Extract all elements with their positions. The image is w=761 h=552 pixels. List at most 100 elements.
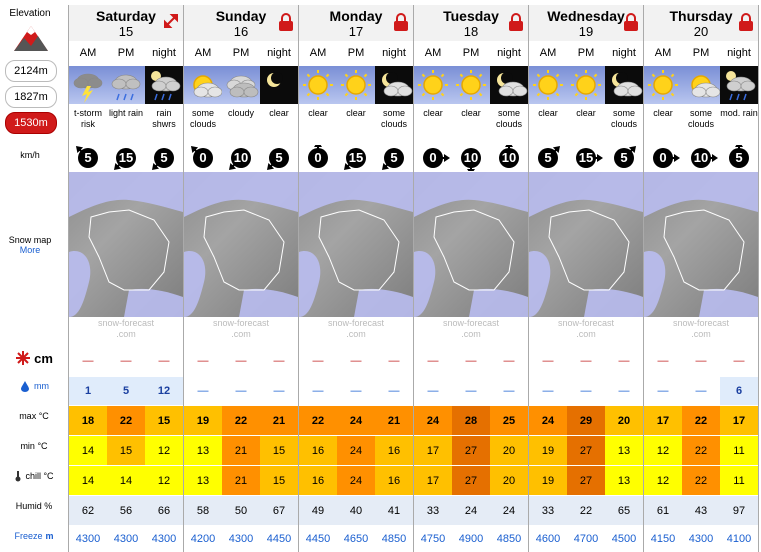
chill-temp-value: 19 (529, 466, 567, 495)
wind-speed: 10 (233, 150, 249, 165)
weather-icon-cell (299, 66, 337, 104)
expand-icon[interactable] (163, 13, 179, 29)
day-name: Monday (329, 8, 383, 24)
weather-icon-cell (490, 66, 528, 104)
snow-map-thumbnail[interactable] (69, 172, 183, 317)
freezing-level-value: 4450 (266, 533, 292, 545)
wind-speed: 5 (390, 150, 398, 165)
light-rain-icon (111, 74, 141, 101)
min-temp-value: 16 (375, 436, 413, 465)
rain-value: 5 (107, 377, 145, 405)
weather-icon-cell (184, 66, 223, 104)
snow-map-thumbnail[interactable] (299, 172, 413, 317)
wind-arrow-icon (538, 145, 561, 168)
credit-line1: snow-forecast (442, 318, 500, 328)
cloudy-icon (226, 75, 259, 98)
snow-value: — (197, 355, 209, 367)
wind-arrow-icon (113, 148, 136, 171)
freezing-level-value: 4300 (75, 533, 101, 545)
max-temp-value: 22 (107, 406, 145, 435)
lock-icon[interactable] (508, 13, 524, 31)
period-label: AM (424, 47, 442, 59)
min-temp-label: min °C (20, 441, 48, 451)
max-temp-value: 17 (720, 406, 758, 435)
weather-icon-cell (682, 66, 721, 104)
wind-speed: 5 (160, 150, 168, 165)
day-header: Wednesday 19 (529, 5, 643, 41)
forecast-grid: Saturday 15 AM t-storm risk 5 PM light rain 15 n… (68, 5, 759, 552)
elevation-1827m-button[interactable]: 1827m (5, 86, 57, 108)
humidity-value: 41 (375, 496, 413, 525)
chill-temp-value: 24 (337, 466, 375, 495)
weather-icon-cell (222, 66, 260, 104)
lock-icon[interactable] (393, 13, 409, 31)
humidity-value: 40 (337, 496, 375, 525)
rain-value: — (695, 385, 707, 397)
freezing-level-value: 4200 (190, 533, 216, 545)
humidity-value: 43 (682, 496, 720, 525)
thunderstorm-icon (73, 73, 103, 103)
snow-map-thumbnail[interactable] (414, 172, 528, 317)
min-temp-value: 27 (567, 436, 605, 465)
chill-temp-value: 14 (107, 466, 145, 495)
lock-icon[interactable] (738, 13, 754, 31)
chill-temp-value: 14 (69, 466, 107, 495)
max-temp-label: max °C (19, 411, 49, 421)
min-temp-value: 16 (299, 436, 337, 465)
weather-description: some clouds (495, 108, 522, 129)
lock-icon[interactable] (623, 13, 639, 31)
weather-icon-cell (260, 66, 298, 104)
wind-cell: 10 (682, 145, 720, 171)
lock-icon[interactable] (278, 13, 294, 31)
credit-line2: .com (346, 329, 366, 339)
snow-map-thumbnail[interactable] (184, 172, 298, 317)
period-label: PM (117, 47, 135, 59)
humidity-value: 67 (260, 496, 298, 525)
credit-line1: snow-forecast (557, 318, 615, 328)
day-header: Sunday 16 (184, 5, 298, 41)
period-label: AM (539, 47, 557, 59)
snow-map-more-link[interactable]: More (19, 245, 41, 255)
max-temp-value: 21 (260, 406, 298, 435)
period-label: night (267, 47, 291, 59)
day-header: Tuesday 18 (414, 5, 528, 41)
snow-value: — (503, 355, 515, 367)
max-temp-value: 15 (145, 406, 183, 435)
max-temp-value: 24 (414, 406, 452, 435)
wind-cell: 10 (222, 145, 260, 171)
elevation-1530m-button[interactable]: 1530m (5, 112, 57, 134)
min-temp-value: 24 (337, 436, 375, 465)
max-temp-value: 21 (375, 406, 413, 435)
credit-line1: snow-forecast (97, 318, 155, 328)
day-column-sunday: Sunday 16 AM some clouds 0 PM cloudy 10 night cle… (184, 5, 299, 552)
day-number: 20 (693, 24, 709, 39)
period-label: PM (577, 47, 595, 59)
snow-map-thumbnail[interactable] (529, 172, 643, 317)
weather-description: clear (461, 108, 481, 118)
max-temp-value: 24 (337, 406, 375, 435)
period-label: night (152, 47, 176, 59)
snow-value: — (733, 355, 745, 367)
snow-map-thumbnail[interactable] (644, 172, 758, 317)
france-map (299, 172, 413, 317)
map-credit: snow-forecast .com (69, 318, 183, 350)
partly-cloudy-icon (193, 75, 223, 98)
humidity-value: 33 (529, 496, 567, 525)
humidity-value: 24 (452, 496, 490, 525)
period-label: AM (194, 47, 212, 59)
max-temp-value: 25 (490, 406, 528, 435)
wind-cell: 5 (69, 145, 107, 171)
france-map (529, 172, 643, 317)
freezing-level-value: 4750 (420, 533, 446, 545)
rain-row-label: mm (0, 380, 68, 392)
wind-cell: 0 (414, 145, 452, 171)
wind-arrow-icon (423, 148, 450, 168)
rain-value: — (273, 385, 285, 397)
freezing-level-value: 4600 (535, 533, 561, 545)
chill-temp-value: 21 (222, 466, 260, 495)
freezing-level-value: 4650 (343, 533, 369, 545)
elevation-2124m-button[interactable]: 2124m (5, 60, 57, 82)
chill-temp-value: 20 (490, 466, 528, 495)
weather-icon-cell (69, 66, 107, 104)
